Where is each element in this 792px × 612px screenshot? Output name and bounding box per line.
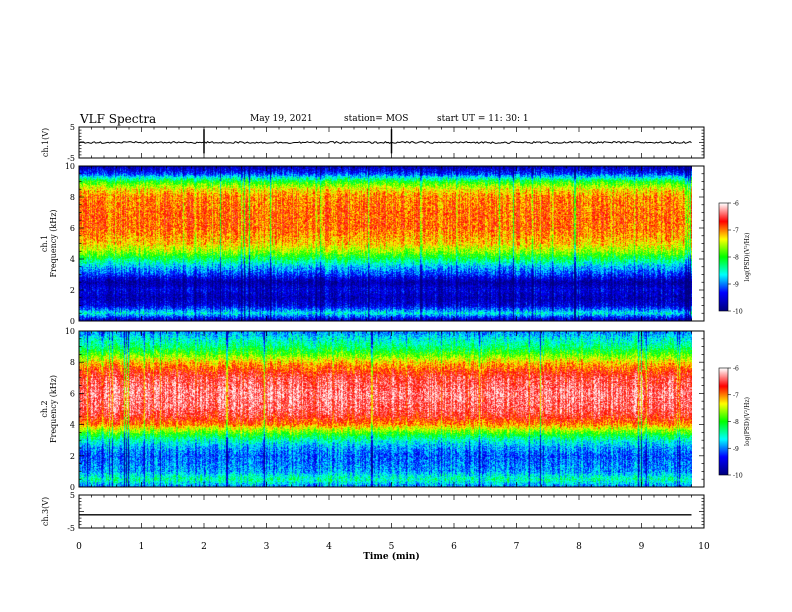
colorbar-ch1: [719, 203, 728, 311]
x-tick-label: 6: [451, 542, 457, 552]
colorbar-tick-label: -9: [733, 282, 739, 289]
x-tick-label: 8: [576, 542, 582, 552]
colorbar-tick-label: -9: [733, 446, 739, 453]
colorbar-tick-label: -6: [733, 366, 739, 373]
colorbar-tick-label: -8: [733, 419, 739, 426]
colorbar-tick-label: -8: [733, 255, 739, 262]
y-axis-label: ch.1: [40, 235, 49, 252]
y-tick-label: 8: [70, 193, 75, 202]
y-tick-label: 8: [70, 358, 75, 367]
y-tick-label: 5: [70, 123, 75, 132]
x-tick-label: 9: [639, 542, 645, 552]
colorbar-tick-label: -10: [733, 473, 743, 480]
y-axis-label: ch.2: [40, 400, 49, 417]
x-tick-label: 4: [326, 542, 332, 552]
y-axis-label: Frequency (kHz): [49, 209, 58, 277]
y-axis-label: Frequency (kHz): [49, 375, 58, 443]
y-tick-label: -5: [67, 524, 75, 533]
x-tick-label: 10: [698, 542, 710, 552]
x-tick-label: 7: [514, 542, 520, 552]
y-tick-label: 2: [70, 286, 75, 295]
figure-title: VLF Spectra: [80, 112, 157, 126]
x-tick-label: 0: [76, 542, 82, 552]
colorbar-tick-label: -7: [733, 228, 739, 235]
x-tick-label: 3: [264, 542, 270, 552]
colorbar-label: log(PSD)(V²/Hz): [744, 397, 751, 446]
x-tick-label: 1: [139, 542, 145, 552]
colorbar-tick-label: -10: [733, 309, 743, 316]
date-label: May 19, 2021: [250, 114, 313, 124]
colorbar-label: log(PSD)(V²/Hz): [744, 233, 751, 282]
y-axis-label: ch.3(V): [41, 497, 50, 526]
station-label: station= MOS: [344, 114, 409, 124]
colorbar-tick-label: -6: [733, 201, 739, 208]
y-tick-label: 6: [70, 224, 75, 233]
spectrogram-image-ch2: [79, 331, 692, 487]
waveform-trace-ch1: [78, 140, 692, 145]
start-time-label: start UT = 11: 30: 1: [437, 114, 529, 124]
colorbar-ch2: [719, 368, 728, 475]
y-tick-label: 4: [70, 421, 75, 430]
y-tick-label: 5: [70, 491, 75, 500]
colorbar-tick-label: -7: [733, 392, 739, 399]
spectrogram-image-ch1: [79, 166, 692, 321]
x-tick-label: 2: [201, 542, 207, 552]
y-tick-label: 0: [70, 483, 75, 492]
y-tick-label: 10: [65, 162, 75, 171]
y-tick-label: -5: [67, 154, 75, 163]
y-tick-label: 0: [70, 317, 75, 326]
y-tick-label: 6: [70, 389, 75, 398]
y-axis-label: ch.1(V): [41, 128, 50, 157]
y-tick-label: 10: [65, 327, 75, 336]
y-tick-label: 4: [70, 255, 75, 264]
x-tick-label: 5: [389, 542, 395, 552]
y-tick-label: 2: [70, 452, 75, 461]
x-axis-label: Time (min): [363, 551, 420, 562]
